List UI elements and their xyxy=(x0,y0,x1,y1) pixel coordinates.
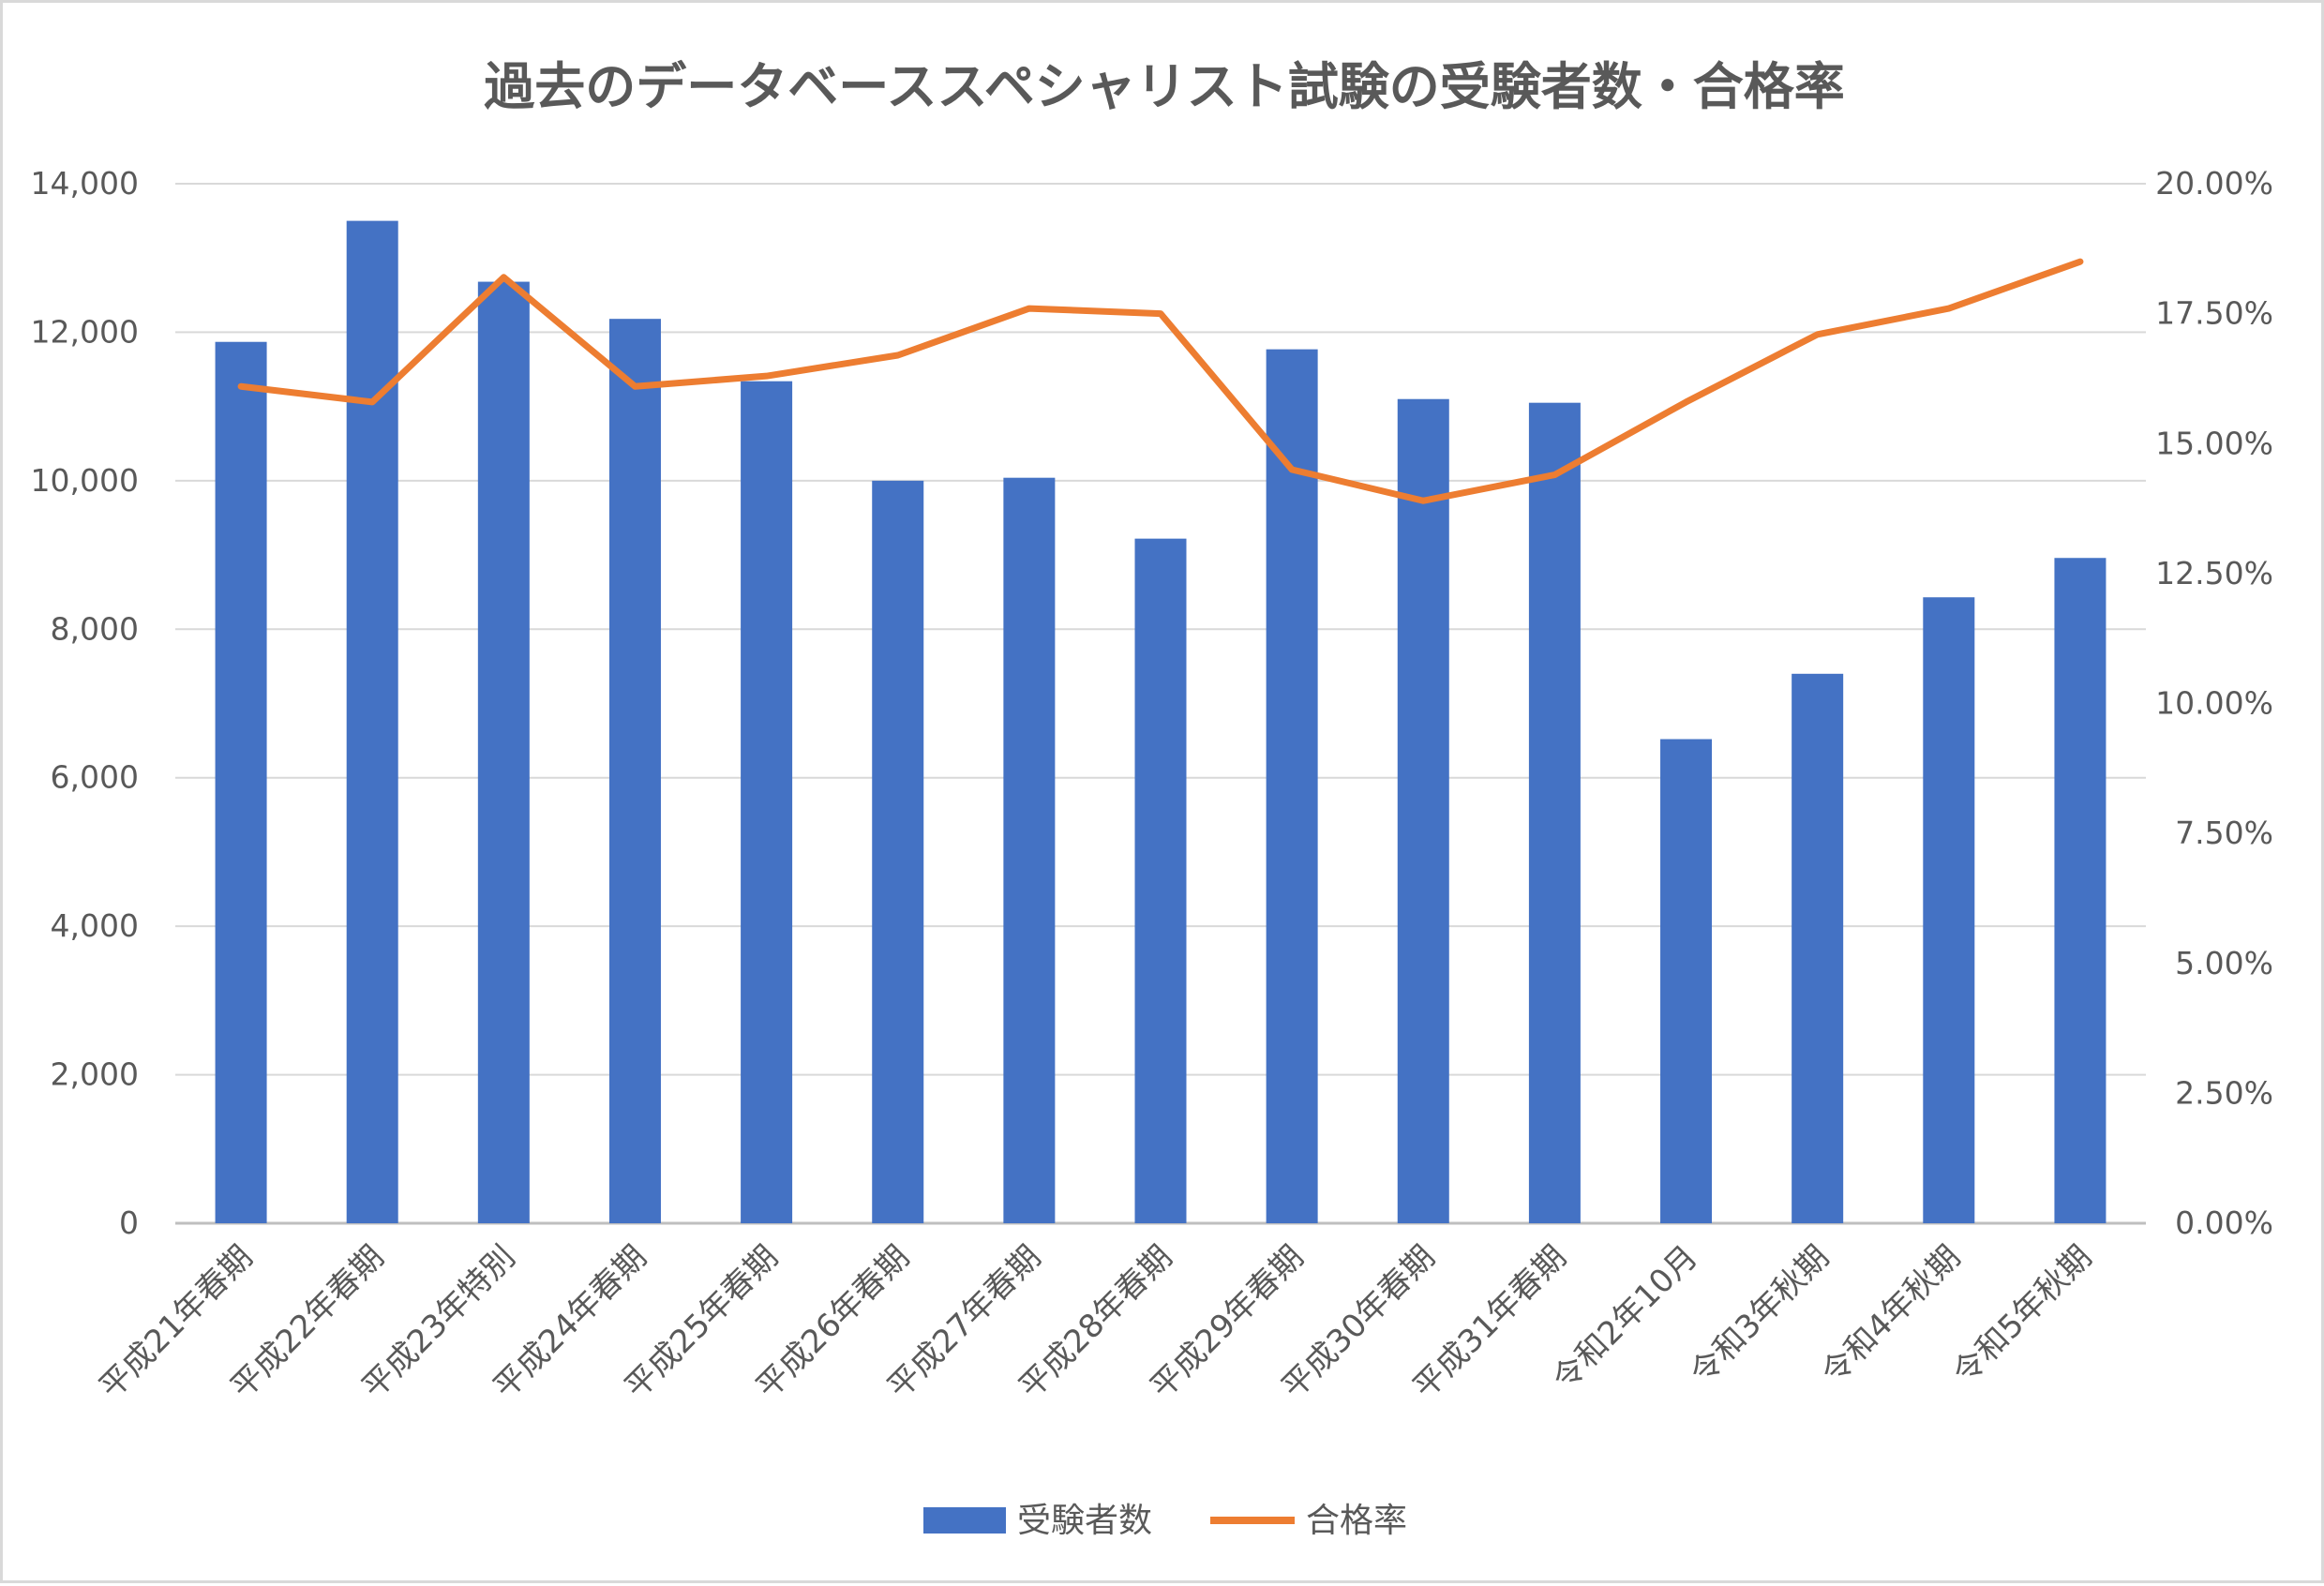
bar xyxy=(1660,739,1713,1223)
left-axis-tick-label: 2,000 xyxy=(51,1056,139,1093)
bar xyxy=(1266,349,1318,1224)
bar xyxy=(1134,538,1187,1223)
line-series xyxy=(237,258,2084,504)
combo-chart: 過去のデータベーススペシャリスト試験の受験者数・合格率 0 2,000 4,000 6… xyxy=(31,57,2273,1540)
left-axis-tick-label: 14,000 xyxy=(31,165,139,202)
right-axis-tick-label: 2.50% xyxy=(2175,1074,2273,1111)
bar xyxy=(872,480,924,1223)
line-point xyxy=(1947,307,1950,310)
bar xyxy=(741,381,793,1224)
line-point xyxy=(502,276,505,278)
line-point xyxy=(371,400,374,403)
category-label: 令和4年秋期 xyxy=(1814,1238,1968,1392)
bar xyxy=(215,341,267,1223)
bar xyxy=(1003,477,1056,1223)
line-point xyxy=(896,353,899,356)
line-point xyxy=(1422,500,1425,502)
bar xyxy=(1528,402,1581,1223)
line-point xyxy=(1291,468,1294,471)
bar xyxy=(1923,597,1975,1223)
bar xyxy=(477,281,530,1223)
line-point xyxy=(240,385,243,388)
line-point xyxy=(1553,473,1556,476)
right-axis-tick-label: 10.00% xyxy=(2155,685,2273,722)
chart-title: 過去のデータベーススペシャリスト試験の受験者数・合格率 xyxy=(484,57,1845,116)
bar xyxy=(608,319,661,1223)
line-point xyxy=(1160,312,1162,315)
category-labels: 平成21年春期平成22年春期平成23年特別平成24年春期平成25年春期平成26年… xyxy=(92,1238,2099,1406)
category-label: 令和5年秋期 xyxy=(1946,1238,2100,1392)
right-axis-tick-label: 7.50% xyxy=(2175,815,2273,851)
left-axis-tick-label: 8,000 xyxy=(51,610,139,647)
line-point xyxy=(1027,307,1030,310)
bar-series xyxy=(215,220,2107,1224)
right-axis-tick-label: 0.00% xyxy=(2175,1204,2273,1241)
left-axis-tick-label: 4,000 xyxy=(51,907,139,944)
line-point xyxy=(2078,261,2081,263)
legend: 受験者数 合格率 xyxy=(923,1502,1407,1540)
right-axis-tick-label: 20.00% xyxy=(2155,165,2273,202)
line-point xyxy=(634,385,637,388)
left-axis-ticks: 0 2,000 4,000 6,000 8,000 10,000 12,000 14,000 xyxy=(31,165,139,1241)
bar xyxy=(2054,558,2107,1223)
left-axis-tick-label: 0 xyxy=(119,1204,139,1241)
bar xyxy=(1792,673,1844,1223)
category-label: 令和3年秋期 xyxy=(1683,1238,1837,1392)
legend-label-bar: 受験者数 xyxy=(1017,1502,1152,1540)
left-axis-tick-label: 10,000 xyxy=(31,462,139,499)
left-axis-tick-label: 12,000 xyxy=(31,313,139,350)
right-axis-tick-label: 12.50% xyxy=(2155,555,2273,591)
legend-label-line: 合格率 xyxy=(1306,1502,1407,1540)
left-axis-tick-label: 6,000 xyxy=(51,759,139,796)
right-axis-tick-label: 5.00% xyxy=(2175,945,2273,981)
legend-swatch-bar xyxy=(923,1507,1006,1534)
line-point xyxy=(1685,400,1687,403)
right-axis-tick-label: 17.50% xyxy=(2155,295,2273,332)
line-point xyxy=(765,375,768,378)
bar xyxy=(346,220,398,1223)
line-point xyxy=(1816,333,1819,336)
bar xyxy=(1397,398,1449,1223)
right-axis-tick-label: 15.00% xyxy=(2155,425,2273,461)
right-axis-ticks: 0.00% 2.50% 5.00% 7.50% 10.00% 12.50% 15.00% 17… xyxy=(2155,165,2273,1241)
